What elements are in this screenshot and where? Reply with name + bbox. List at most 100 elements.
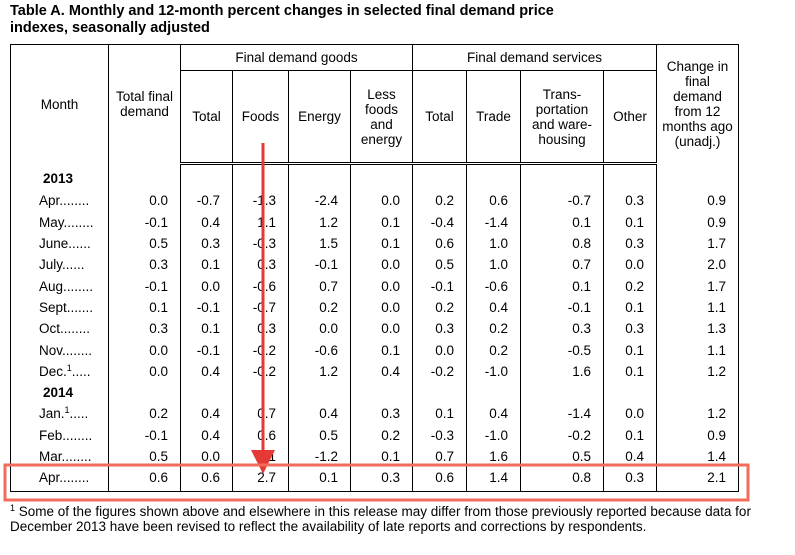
value-cell: 0.4 <box>180 211 233 233</box>
services-header: Trade <box>466 70 522 165</box>
change-header: Change in final demand from 12 months ag… <box>656 44 740 164</box>
value-cell: -0.1 <box>108 211 181 233</box>
value-cell: 0.8 <box>520 467 605 493</box>
value-cell: 0.2 <box>603 275 658 297</box>
footnote: 1 Some of the figures shown above and el… <box>10 503 790 534</box>
month-label: Feb <box>39 427 63 443</box>
month-cell: Sept....... <box>10 296 109 319</box>
month-label: Oct <box>39 321 61 337</box>
year-row: 2014 <box>10 381 740 404</box>
value-cell: 0.6 <box>180 467 233 493</box>
value-cell: -0.6 <box>466 275 522 297</box>
value-cell: 0.1 <box>108 296 181 319</box>
value-cell: 0.3 <box>412 318 468 340</box>
value-cell: 0.1 <box>349 232 414 255</box>
footnote-ref: 1 <box>64 405 70 416</box>
price-table: Month Total final demand Final demand go… <box>10 44 740 493</box>
leader-dots: ........ <box>61 449 92 464</box>
total-header: Total final demand <box>108 44 181 164</box>
value-cell: -0.2 <box>232 339 289 361</box>
value-cell: 0.4 <box>180 360 233 382</box>
empty-cell <box>108 163 181 191</box>
value-cell: -1.0 <box>466 360 522 382</box>
data-row: Feb........ -0.1 0.4 0.6 0.5 0.2 -0.3 -1.0 -0.2 0… <box>10 424 740 446</box>
value-cell: -2.4 <box>288 190 351 212</box>
header-row: Month Total final demand Final demand go… <box>10 44 740 164</box>
value-cell: -1.3 <box>232 190 289 212</box>
data-row: July...... 0.3 0.1 0.3 -0.1 0.0 0.5 1.0 0.7 0.0 2.… <box>10 254 740 276</box>
value-cell: 0.6 <box>232 424 289 446</box>
leader-dots: ........ <box>62 427 93 443</box>
value-cell: 0.1 <box>288 467 351 493</box>
value-cell: 1.0 <box>466 254 522 276</box>
value-cell: 0.0 <box>349 318 414 340</box>
leader-dots: ........ <box>59 193 90 209</box>
year-label: 2014 <box>10 381 109 404</box>
empty-cell <box>108 381 181 404</box>
month-label: May <box>39 214 64 230</box>
footnote-mark: 1 <box>10 503 16 513</box>
leader-dots: ...... <box>68 236 91 252</box>
subheader-row: Total Foods Energy Less foods and energy Tot… <box>11 70 739 165</box>
value-cell: -0.7 <box>520 190 605 212</box>
value-cell: 0.2 <box>108 403 181 425</box>
value-cell: 0.3 <box>232 254 289 276</box>
value-cell: 0.0 <box>108 190 181 212</box>
value-cell: -0.7 <box>232 296 289 319</box>
table-title: Table A. Monthly and 12-month percent ch… <box>10 3 554 36</box>
value-cell: 1.2 <box>656 403 740 425</box>
value-cell: 1.7 <box>656 232 740 255</box>
value-cell: 0.1 <box>180 318 233 340</box>
goods-header: Total <box>180 70 233 165</box>
value-cell: 0.0 <box>349 254 414 276</box>
value-cell: 0.7 <box>288 275 351 297</box>
value-cell: 0.3 <box>520 318 605 340</box>
value-cell: 0.3 <box>603 190 658 212</box>
month-label: Jan. <box>39 406 65 422</box>
services-header: Total <box>412 70 468 165</box>
value-cell: -1.2 <box>288 445 351 468</box>
value-cell: 1.2 <box>288 211 351 233</box>
value-cell: 0.5 <box>108 445 181 468</box>
data-row: May........ -0.1 0.4 1.1 1.2 0.1 -0.4 -1.4 0.1 0.… <box>10 211 740 233</box>
value-cell: 0.3 <box>232 318 289 340</box>
value-cell: 0.2 <box>466 339 522 361</box>
value-cell: 0.0 <box>603 254 658 276</box>
month-cell: Dec.1..... <box>10 360 109 382</box>
value-cell: -0.7 <box>180 190 233 212</box>
value-cell: 0.7 <box>232 403 289 425</box>
month-header: Month <box>10 44 109 164</box>
value-cell: 0.1 <box>520 211 605 233</box>
table-body: 2013 Apr........ 0.0 -0.7 -1.3 -2.4 0.0 0.2 0.6-… <box>10 163 740 493</box>
value-cell: 0.9 <box>656 424 740 446</box>
value-cell: 0.3 <box>603 467 658 493</box>
empty-cell <box>466 163 522 191</box>
value-cell: 0.0 <box>108 339 181 361</box>
value-cell: -0.2 <box>232 360 289 382</box>
value-cell: -0.1 <box>108 275 181 297</box>
value-cell: -0.1 <box>180 296 233 319</box>
month-cell: Mar........ <box>10 445 109 468</box>
value-cell: 0.8 <box>520 232 605 255</box>
value-cell: 0.4 <box>466 296 522 319</box>
value-cell: -0.3 <box>412 424 468 446</box>
value-cell: 1.1 <box>656 339 740 361</box>
value-cell: 0.0 <box>108 360 181 382</box>
value-cell: 0.4 <box>603 445 658 468</box>
empty-cell <box>520 381 605 404</box>
value-cell: 2.7 <box>232 467 289 493</box>
data-row: Mar........ 0.5 0.0 1.1 -1.2 0.1 0.7 1.6 0.5 0.4 1… <box>10 445 740 468</box>
value-cell: 0.1 <box>603 424 658 446</box>
leader-dots: ....... <box>66 299 94 315</box>
value-cell: 0.4 <box>288 403 351 425</box>
month-cell: Feb........ <box>10 424 109 446</box>
leader-dots: ..... <box>69 406 89 422</box>
empty-cell <box>349 381 414 404</box>
value-cell: 0.0 <box>288 318 351 340</box>
month-label: Apr <box>39 470 60 486</box>
goods-header: Less foods and energy <box>349 70 414 165</box>
empty-cell <box>656 163 740 191</box>
value-cell: -1.4 <box>466 211 522 233</box>
value-cell: 0.4 <box>180 424 233 446</box>
